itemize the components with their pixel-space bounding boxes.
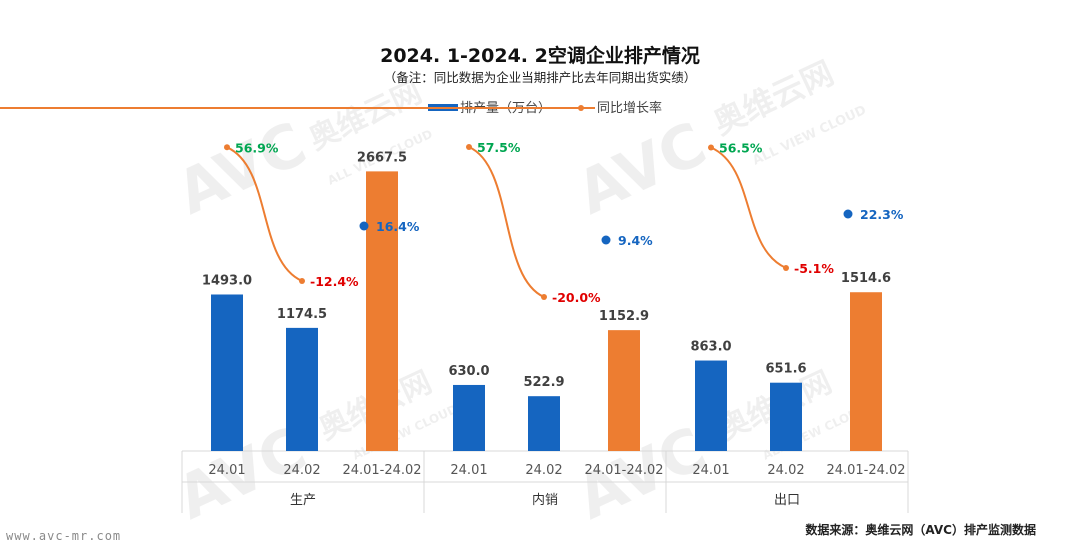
group-label: 内销 xyxy=(532,492,558,508)
bar-value-label: 1514.6 xyxy=(841,271,891,286)
x-tick-label: 24.02 xyxy=(767,463,804,478)
yoy-point xyxy=(466,144,472,150)
yoy-line xyxy=(468,146,545,298)
bar-内销-1 xyxy=(528,396,560,451)
yoy-label: -5.1% xyxy=(794,261,834,276)
x-tick-label: 24.01-24.02 xyxy=(584,463,663,478)
yoy-label: 16.4% xyxy=(376,219,420,234)
x-tick-label: 24.01 xyxy=(208,463,245,478)
yoy-label: 56.5% xyxy=(719,141,763,156)
bar-生产-0 xyxy=(211,294,243,451)
yoy-label: -12.4% xyxy=(310,274,359,289)
chart-subtitle: （备注：同比数据为企业当期排产比去年同期出货实绩） xyxy=(384,70,697,85)
yoy-label: 56.9% xyxy=(235,140,279,155)
footer-website: www.avc-mr.com xyxy=(6,529,121,543)
yoy-point xyxy=(541,294,547,300)
bar-生产-1 xyxy=(286,327,318,451)
x-tick-label: 24.01-24.02 xyxy=(826,463,905,478)
bar-内销-2 xyxy=(608,330,640,451)
footer-source: 数据来源：奥维云网（AVC）排产监测数据 xyxy=(805,522,1036,537)
bar-生产-2 xyxy=(366,171,398,451)
watermark-logo: AVC xyxy=(167,109,317,229)
bar-value-label: 630.0 xyxy=(448,364,489,379)
yoy-line xyxy=(710,146,787,269)
x-tick-label: 24.02 xyxy=(283,463,320,478)
bar-value-label: 1493.0 xyxy=(202,273,252,288)
bar-value-label: 1174.5 xyxy=(277,307,327,322)
yoy-total-marker xyxy=(359,221,369,231)
plot-area: 1493.0 24.01 1174.5 24.02 2667.5 24.01-24.02 5… xyxy=(181,140,909,513)
yoy-point xyxy=(299,278,305,284)
yoy-label: 22.3% xyxy=(860,207,904,222)
group-label: 出口 xyxy=(774,493,800,508)
bar-内销-0 xyxy=(453,384,485,451)
yoy-line xyxy=(226,146,303,282)
x-tick-label: 24.02 xyxy=(525,463,562,478)
yoy-total-marker xyxy=(843,209,853,219)
watermark-logo: AVC xyxy=(567,109,717,229)
yoy-point xyxy=(708,144,714,151)
chart-title: 2024. 1-2024. 2空调企业排产情况 xyxy=(380,44,700,67)
bar-出口-2 xyxy=(850,292,882,451)
bar-value-label: 1152.9 xyxy=(599,309,649,324)
legend-line-marker xyxy=(578,105,584,111)
bar-出口-0 xyxy=(695,360,727,451)
yoy-total-marker xyxy=(601,235,611,245)
x-tick-label: 24.01 xyxy=(450,463,487,478)
watermark-group: AVC 奥维云网 ALL VIEW CLOUD AVC 奥维云网 ALL VIE… xyxy=(167,54,870,534)
group-label: 生产 xyxy=(290,493,316,508)
yoy-label: -20.0% xyxy=(552,290,601,305)
bar-value-label: 863.0 xyxy=(690,340,731,355)
yoy-label: 9.4% xyxy=(618,233,653,248)
yoy-point xyxy=(783,265,789,271)
x-tick-label: 24.01-24.02 xyxy=(342,463,421,478)
bar-value-label: 2667.5 xyxy=(357,150,407,165)
yoy-label: 57.5% xyxy=(477,140,521,155)
bar-value-label: 522.9 xyxy=(523,375,564,390)
legend-line-label: 同比增长率 xyxy=(597,100,662,116)
bar-出口-1 xyxy=(770,382,802,451)
x-tick-label: 24.01 xyxy=(692,463,729,478)
yoy-point xyxy=(224,144,230,151)
legend: 排产量（万台） 同比增长率 xyxy=(0,100,662,116)
bar-value-label: 651.6 xyxy=(765,362,806,377)
